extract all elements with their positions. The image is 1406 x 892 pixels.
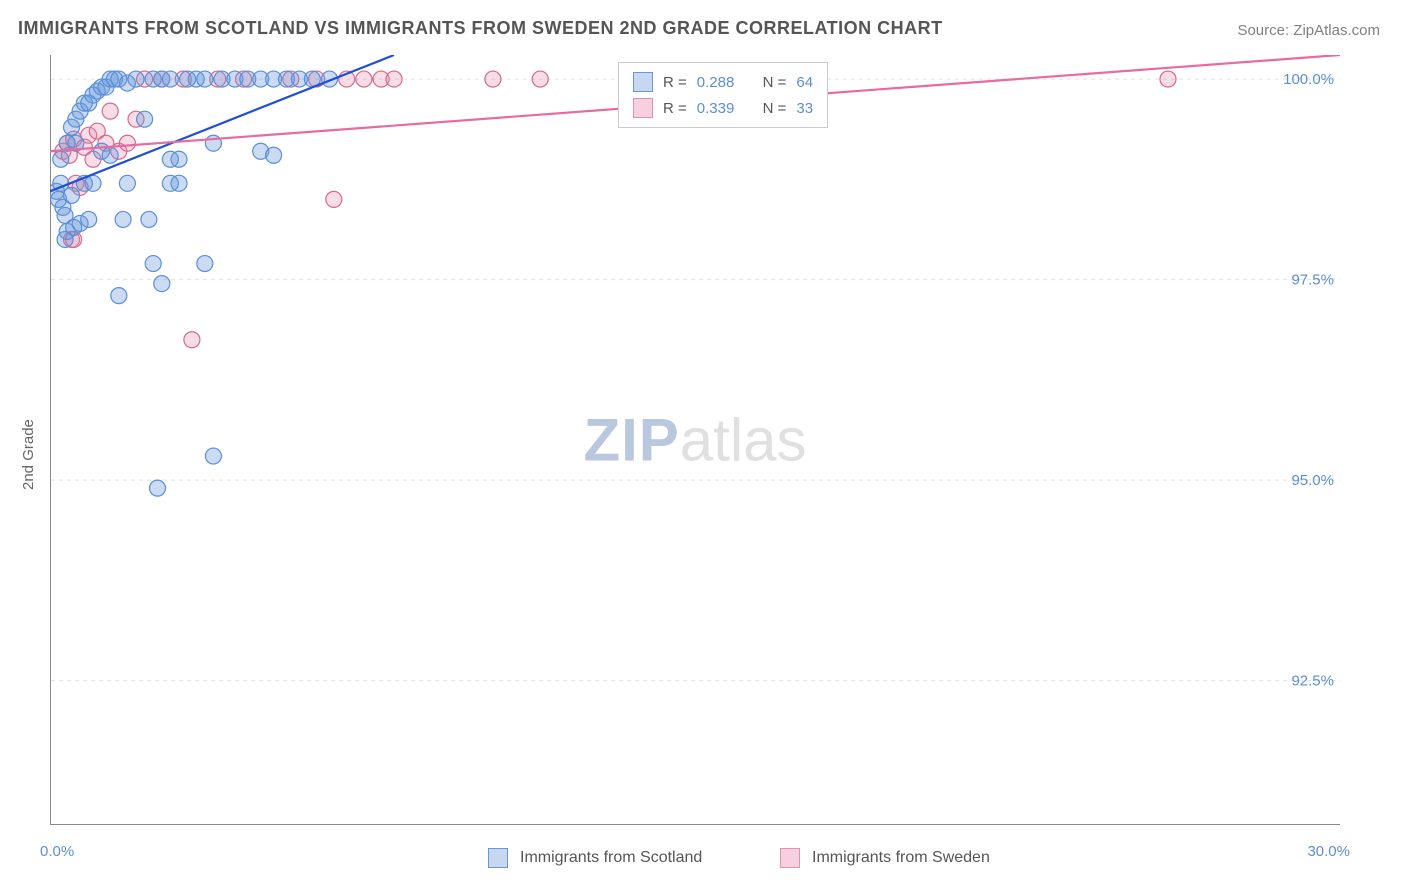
data-point xyxy=(266,147,282,163)
data-point xyxy=(119,175,135,191)
source-attribution: Source: ZipAtlas.com xyxy=(1237,22,1380,39)
data-point xyxy=(171,175,187,191)
data-point xyxy=(356,71,372,87)
legend-r-label: R = xyxy=(663,74,687,91)
data-point xyxy=(162,71,178,87)
data-point xyxy=(485,71,501,87)
x-axis-min-label: 0.0% xyxy=(40,843,74,860)
correlation-legend-box: R = 0.288 N = 64R = 0.339 N = 33 xyxy=(618,62,828,128)
data-point xyxy=(197,71,213,87)
data-point xyxy=(128,71,144,87)
chart-container: IMMIGRANTS FROM SCOTLAND VS IMMIGRANTS F… xyxy=(0,0,1406,892)
data-point xyxy=(81,211,97,227)
y-tick-label: 95.0% xyxy=(1291,472,1334,489)
legend-r-label: R = xyxy=(663,100,687,117)
series-label: Immigrants from Sweden xyxy=(812,849,990,867)
data-point xyxy=(150,480,166,496)
data-point xyxy=(137,111,153,127)
legend-n-label: N = xyxy=(763,74,787,91)
data-point xyxy=(102,147,118,163)
data-point xyxy=(145,256,161,272)
legend-r-value: 0.288 xyxy=(697,74,735,91)
data-point xyxy=(386,71,402,87)
legend-n-label: N = xyxy=(763,100,787,117)
x-axis-max-label: 30.0% xyxy=(1307,843,1350,860)
y-tick-label: 100.0% xyxy=(1283,71,1334,88)
data-point xyxy=(197,256,213,272)
y-tick-label: 97.5% xyxy=(1291,272,1334,289)
legend-swatch xyxy=(488,848,508,868)
y-tick-label: 92.5% xyxy=(1291,673,1334,690)
legend-n-value: 64 xyxy=(796,74,813,91)
legend-row-scotland: R = 0.288 N = 64 xyxy=(633,69,813,95)
data-point xyxy=(85,175,101,191)
legend-swatch xyxy=(633,72,653,92)
legend-swatch xyxy=(780,848,800,868)
y-axis-label: 2nd Grade xyxy=(20,419,37,490)
legend-r-value: 0.339 xyxy=(697,100,735,117)
data-point xyxy=(205,448,221,464)
data-point xyxy=(326,191,342,207)
chart-svg: 92.5% 95.0% 97.5% 100.0% xyxy=(50,55,1340,825)
data-point xyxy=(64,187,80,203)
data-point xyxy=(1160,71,1176,87)
data-point xyxy=(119,135,135,151)
data-point xyxy=(102,103,118,119)
data-point xyxy=(154,276,170,292)
bottom-legend-scotland: Immigrants from Scotland xyxy=(488,848,702,868)
bottom-legend-sweden: Immigrants from Sweden xyxy=(780,848,990,868)
plot-area: 92.5%95.0%97.5%100.0% ZIPatlas R = 0.288… xyxy=(50,55,1340,825)
data-point xyxy=(141,211,157,227)
data-point xyxy=(115,211,131,227)
data-point xyxy=(111,288,127,304)
data-point xyxy=(184,332,200,348)
data-point xyxy=(53,151,69,167)
legend-row-sweden: R = 0.339 N = 33 xyxy=(633,95,813,121)
series-label: Immigrants from Scotland xyxy=(520,849,702,867)
legend-swatch xyxy=(633,98,653,118)
data-point xyxy=(162,151,178,167)
data-point xyxy=(532,71,548,87)
legend-n-value: 33 xyxy=(796,100,813,117)
chart-title: IMMIGRANTS FROM SCOTLAND VS IMMIGRANTS F… xyxy=(18,18,943,39)
